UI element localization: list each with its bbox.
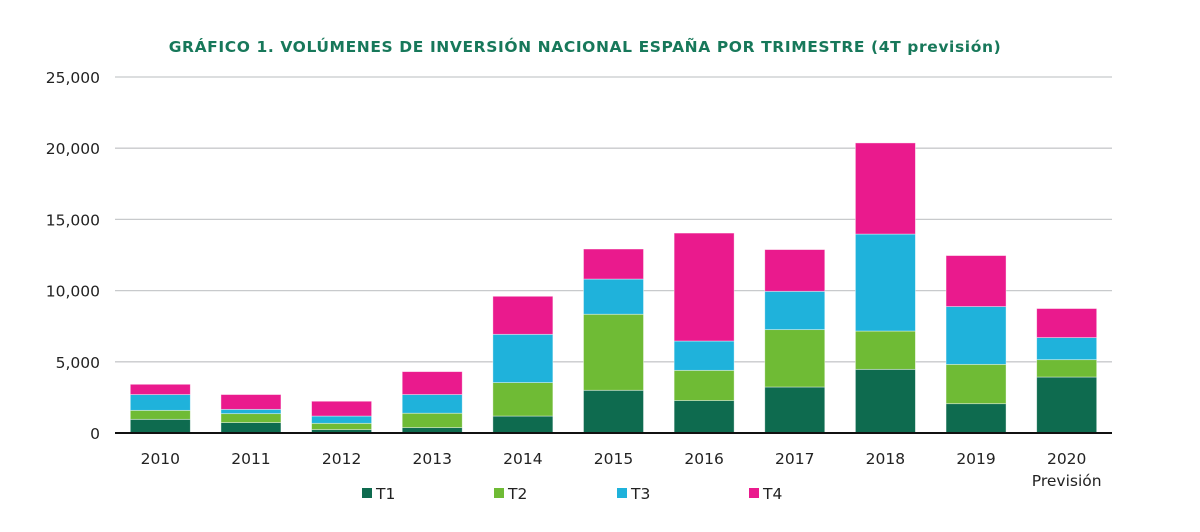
bar-2015-T1 [583, 389, 644, 434]
y-tick-label: 0 [90, 425, 100, 443]
legend-label: T2 [507, 485, 527, 503]
bar-2017-T3 [764, 290, 826, 331]
x-tick-label: 2015 [594, 450, 633, 468]
x-tick-label: 2020 [1047, 450, 1086, 468]
legend-label: T3 [630, 485, 650, 503]
y-tick-label: 15,000 [46, 211, 100, 229]
legend-swatch-T2 [494, 488, 504, 498]
bar-2017-T2 [764, 329, 826, 388]
legend-label: T4 [762, 485, 782, 503]
bar-2020-T1 [1036, 376, 1098, 434]
bar-2012-T2 [311, 422, 372, 430]
bar-2018-T4 [855, 142, 916, 235]
bar-2011-T4 [220, 394, 282, 410]
bar-2020-T2 [1036, 359, 1098, 378]
x-tick-label: 2013 [413, 450, 452, 468]
bar-2017-T4 [764, 249, 826, 292]
bar-2018-T1 [855, 368, 916, 434]
x-tick-label: 2010 [141, 450, 180, 468]
bar-2015-T4 [583, 248, 644, 280]
bar-2019-T2 [945, 363, 1007, 405]
bar-2013-T2 [401, 412, 463, 428]
bars [129, 142, 1098, 434]
x-tick-label: 2017 [775, 450, 814, 468]
bar-2011-T2 [220, 413, 282, 424]
bar-2016-T4 [673, 232, 735, 342]
x-axis-ticks: 2010 2011 2012 2013 2014 2015 2016 2017 2018 2019… [141, 450, 1102, 490]
legend: T1 T2 T3 T4 [362, 485, 782, 503]
legend-swatch-T1 [362, 488, 372, 498]
chart-title: GRÁFICO 1. VOLÚMENES DE INVERSIÓN NACION… [169, 37, 1002, 56]
bar-2019-T1 [945, 403, 1007, 434]
bar-2014-T4 [492, 295, 554, 335]
legend-swatch-T3 [617, 488, 627, 498]
y-tick-label: 5,000 [56, 354, 100, 372]
x-tick-label: 2018 [866, 450, 905, 468]
bar-2010-T1 [129, 418, 191, 434]
bar-2014-T3 [492, 333, 554, 383]
bar-2019-T4 [945, 255, 1007, 307]
bar-2014-T2 [492, 382, 554, 417]
bar-2016-T3 [673, 340, 735, 371]
bar-2012-T3 [311, 415, 372, 424]
bar-2012-T4 [311, 400, 372, 417]
x-tick-label: 2014 [503, 450, 542, 468]
y-tick-label: 25,000 [46, 69, 100, 87]
bar-2011-T3 [220, 408, 282, 415]
x-tick-label: 2016 [684, 450, 723, 468]
bar-2013-T4 [401, 371, 463, 395]
bar-2016-T1 [673, 400, 735, 434]
legend-label: T1 [375, 485, 395, 503]
bar-2020-T4 [1036, 308, 1098, 338]
bar-2013-T3 [401, 394, 463, 414]
bar-2010-T2 [129, 409, 191, 420]
bar-2017-T1 [764, 386, 826, 434]
bar-2018-T2 [855, 330, 916, 370]
bar-2011-T1 [220, 422, 282, 434]
legend-swatch-T4 [749, 488, 759, 498]
x-tick-label: 2011 [231, 450, 270, 468]
bar-2019-T3 [945, 306, 1007, 365]
bar-2015-T3 [583, 278, 644, 315]
bar-2020-T3 [1036, 337, 1098, 361]
bar-2014-T1 [492, 415, 554, 434]
bar-2010-T4 [129, 383, 191, 395]
y-tick-label: 20,000 [46, 140, 100, 158]
x-tick-sublabel: Previsión [1032, 472, 1102, 490]
x-tick-label: 2019 [956, 450, 995, 468]
bar-2018-T3 [855, 233, 916, 332]
y-tick-label: 10,000 [46, 283, 100, 301]
bar-2016-T2 [673, 369, 735, 401]
y-axis-ticks: 0 5,000 10,000 15,000 20,000 25,000 [46, 69, 100, 443]
x-tick-label: 2012 [322, 450, 361, 468]
bar-2010-T3 [129, 394, 191, 411]
bar-2015-T2 [583, 313, 644, 391]
